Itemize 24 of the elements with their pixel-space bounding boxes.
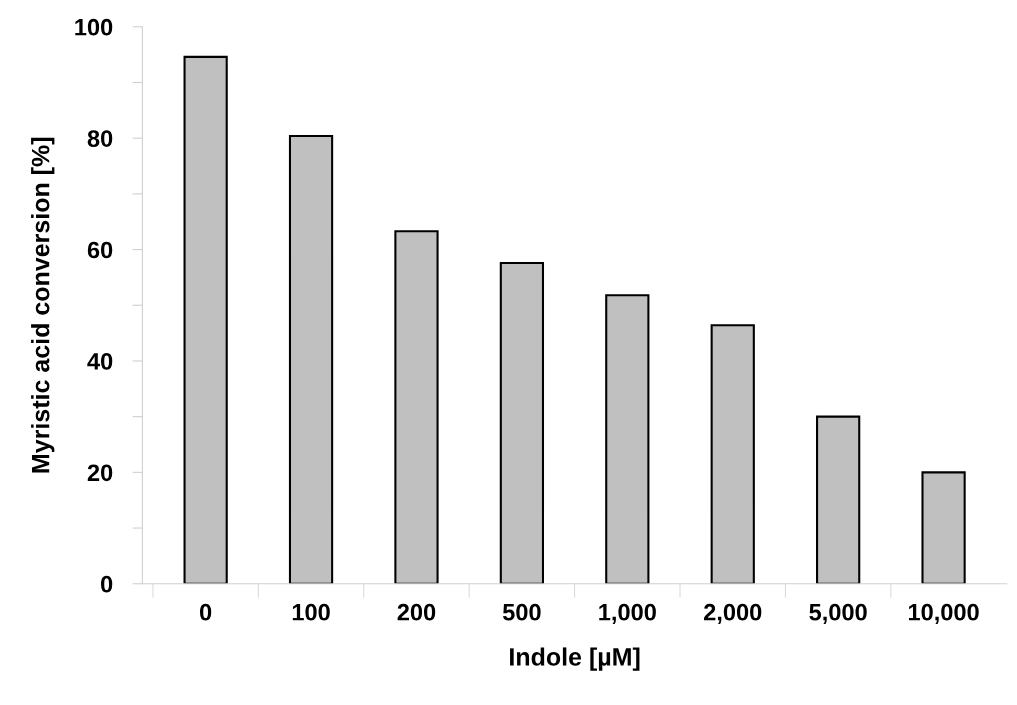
y-tick-label: 100 bbox=[75, 18, 113, 36]
y-tick-label: 40 bbox=[87, 353, 113, 370]
bar bbox=[499, 261, 545, 584]
bar bbox=[710, 324, 755, 584]
y-axis-title: Myristic acid conversion [%] bbox=[31, 137, 55, 473]
x-tick-label: 5,000 bbox=[809, 603, 867, 624]
y-tick-label: 60 bbox=[87, 241, 113, 259]
x-axis-title: Indole [µM] bbox=[510, 647, 640, 671]
x-tick-label: 200 bbox=[397, 603, 436, 621]
bar bbox=[605, 294, 650, 584]
x-tick-label: 10,000 bbox=[908, 603, 979, 624]
x-tick-label: 2,000 bbox=[704, 603, 762, 624]
bar bbox=[816, 415, 861, 584]
x-tick-label: 100 bbox=[292, 603, 330, 621]
bar bbox=[183, 55, 228, 584]
y-tick-label: 0 bbox=[101, 575, 113, 593]
x-tick-label: 0 bbox=[200, 603, 212, 621]
bar bbox=[288, 134, 334, 584]
y-tick-label: 80 bbox=[87, 130, 113, 147]
x-tick-label: 500 bbox=[502, 603, 541, 621]
bar bbox=[394, 230, 439, 584]
y-tick-label: 20 bbox=[87, 464, 113, 482]
x-tick-label: 1,000 bbox=[599, 603, 656, 624]
bar bbox=[921, 471, 966, 584]
